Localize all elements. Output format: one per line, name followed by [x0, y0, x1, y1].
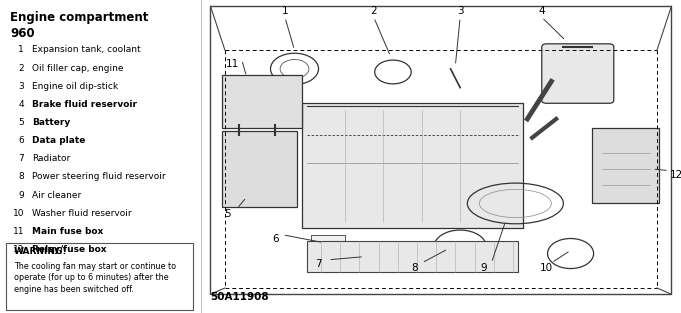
FancyBboxPatch shape: [302, 103, 522, 228]
Text: 2: 2: [370, 6, 377, 16]
FancyBboxPatch shape: [592, 128, 659, 203]
FancyBboxPatch shape: [6, 243, 193, 310]
Text: 11: 11: [225, 59, 239, 69]
Text: The cooling fan may start or continue to
operate (for up to 6 minutes) after the: The cooling fan may start or continue to…: [14, 262, 176, 294]
Text: 7: 7: [18, 154, 24, 163]
Text: 1: 1: [282, 6, 288, 16]
Text: Brake fluid reservoir: Brake fluid reservoir: [32, 100, 137, 109]
FancyBboxPatch shape: [223, 75, 302, 128]
Text: Relay/fuse box: Relay/fuse box: [32, 245, 107, 254]
Text: 11: 11: [13, 227, 24, 236]
Text: Expansion tank, coolant: Expansion tank, coolant: [32, 45, 141, 54]
Text: Engine oil dip-stick: Engine oil dip-stick: [32, 82, 118, 91]
Text: 9: 9: [481, 263, 488, 273]
Text: 10: 10: [13, 209, 24, 218]
Text: 6: 6: [18, 136, 24, 145]
Text: Washer fluid reservoir: Washer fluid reservoir: [32, 209, 131, 218]
Text: 3: 3: [457, 6, 464, 16]
Text: 7: 7: [315, 259, 322, 269]
Text: 5: 5: [224, 209, 231, 219]
Text: 4: 4: [18, 100, 24, 109]
Text: Power steering fluid reservoir: Power steering fluid reservoir: [32, 172, 165, 182]
FancyBboxPatch shape: [223, 131, 297, 207]
Bar: [306, 241, 518, 272]
Text: Air cleaner: Air cleaner: [32, 191, 82, 200]
Text: Data plate: Data plate: [32, 136, 86, 145]
Text: Engine compartment: Engine compartment: [10, 11, 148, 24]
Bar: [311, 235, 345, 250]
FancyBboxPatch shape: [542, 44, 614, 103]
Text: 960: 960: [10, 27, 35, 40]
Text: 4: 4: [539, 6, 545, 16]
Text: 6: 6: [272, 234, 279, 244]
Text: Oil filler cap, engine: Oil filler cap, engine: [32, 64, 124, 73]
Text: 50A11908: 50A11908: [210, 292, 269, 302]
Text: Battery: Battery: [32, 118, 70, 127]
Text: 12: 12: [669, 170, 681, 180]
Text: 8: 8: [18, 172, 24, 182]
Text: 2: 2: [18, 64, 24, 73]
Text: 12: 12: [13, 245, 24, 254]
Text: Radiator: Radiator: [32, 154, 70, 163]
Text: WARNING!: WARNING!: [14, 247, 67, 256]
Text: 3: 3: [18, 82, 24, 91]
Text: 8: 8: [411, 263, 418, 273]
Text: 10: 10: [540, 263, 553, 273]
Text: 9: 9: [18, 191, 24, 200]
Text: 5: 5: [18, 118, 24, 127]
Text: 1: 1: [18, 45, 24, 54]
Text: Main fuse box: Main fuse box: [32, 227, 104, 236]
